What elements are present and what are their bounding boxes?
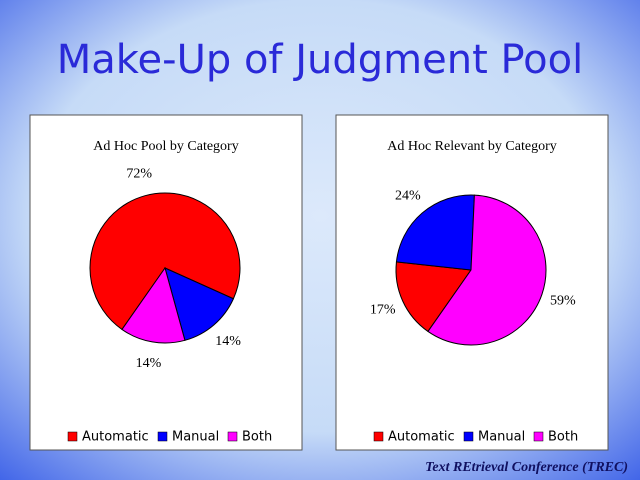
- value-label: 14%: [136, 356, 162, 371]
- legend-swatch: [373, 431, 384, 442]
- value-label: 59%: [550, 293, 576, 308]
- legend-swatch: [157, 431, 168, 442]
- legend-label: Manual: [478, 430, 525, 445]
- legend-swatch: [533, 431, 544, 442]
- legend-label: Both: [548, 430, 578, 445]
- value-label: 24%: [395, 189, 421, 204]
- legend-label: Manual: [172, 430, 219, 445]
- footer: Text REtrieval Conference (TREC): [425, 460, 628, 475]
- pie-slice: [164, 267, 235, 341]
- pie-slice: [89, 192, 241, 331]
- value-label: 17%: [370, 302, 396, 317]
- value-label: 72%: [126, 167, 152, 182]
- pie-slice: [427, 194, 547, 346]
- chart-title: Ad Hoc Pool by Category: [93, 139, 238, 154]
- legend-label: Both: [242, 430, 272, 445]
- legend-label: Automatic: [388, 430, 455, 445]
- pie-slice: [395, 261, 472, 333]
- legend-swatch: [67, 431, 78, 442]
- slide-title: Make-Up of Judgment Pool: [57, 37, 583, 83]
- legend-swatch: [463, 431, 474, 442]
- pie-slice: [121, 266, 186, 344]
- legend-swatch: [227, 431, 238, 442]
- pie-slice: [395, 194, 475, 271]
- value-label: 14%: [215, 334, 241, 349]
- chart-title: Ad Hoc Relevant by Category: [387, 139, 557, 154]
- legend-label: Automatic: [82, 430, 149, 445]
